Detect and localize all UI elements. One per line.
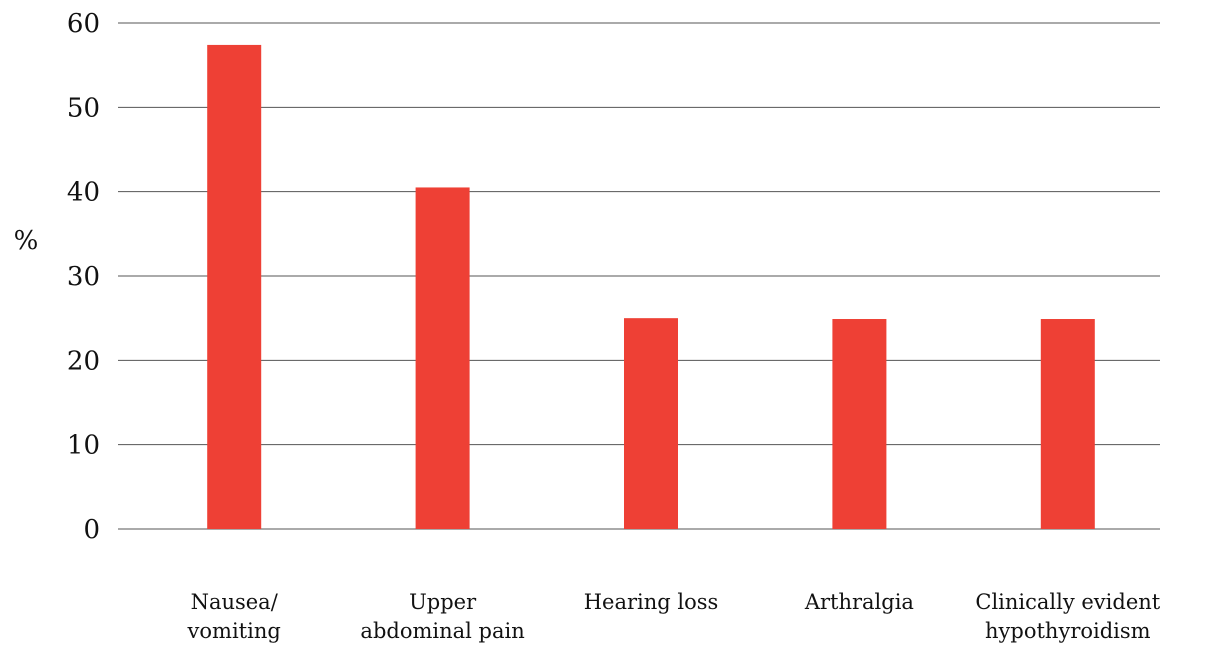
y-tick-label: 0 bbox=[83, 515, 100, 545]
y-tick-label: 40 bbox=[67, 178, 100, 208]
y-tick-label: 30 bbox=[67, 262, 100, 292]
bar bbox=[624, 318, 678, 529]
y-tick-label: 50 bbox=[67, 93, 100, 123]
x-tick-label: Clinically evident hypothyroidism bbox=[975, 590, 1161, 643]
bar bbox=[415, 187, 470, 529]
x-tick-label: Hearing loss bbox=[583, 590, 719, 614]
y-tick-label: 20 bbox=[67, 346, 100, 376]
y-tick-label: 60 bbox=[67, 9, 100, 39]
bar bbox=[832, 319, 887, 529]
x-tick-label: Upper abdominal pain bbox=[360, 590, 525, 643]
bar bbox=[207, 44, 262, 529]
x-tick-label: Arthralgia bbox=[804, 590, 914, 614]
y-tick-label: 10 bbox=[67, 431, 100, 461]
y-axis-label: % bbox=[14, 226, 39, 256]
x-tick-label: Nausea/ vomiting bbox=[187, 590, 281, 643]
bar bbox=[1040, 319, 1095, 529]
